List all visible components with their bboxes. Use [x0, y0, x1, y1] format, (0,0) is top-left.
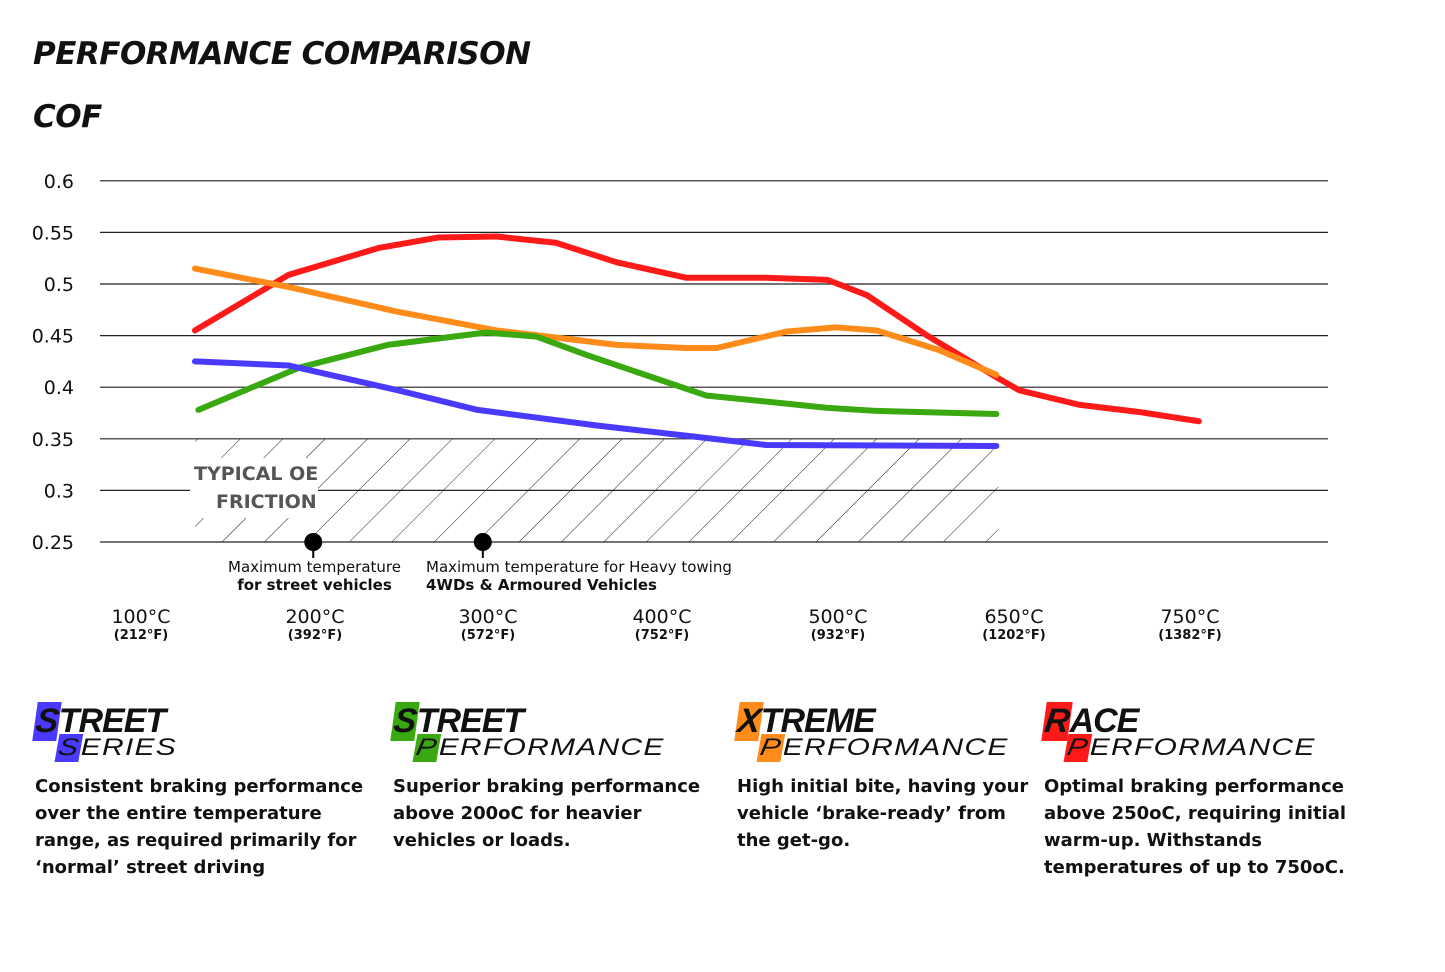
logo-sub-first-letter: P — [756, 734, 786, 762]
brand-logo: RACE PERFORMANCE — [1041, 700, 1374, 762]
x-tick-fahrenheit: (392°F) — [287, 628, 343, 643]
brand-description: Optimal braking performance above 250oC,… — [1044, 776, 1347, 878]
series-line-2 — [195, 329, 1000, 418]
page-title: PERFORMANCE COMPARISON — [33, 36, 531, 72]
oe-label-line1: TYPICAL OE — [194, 463, 318, 485]
brand-description: Superior braking performance above 200oC… — [393, 776, 701, 851]
x-tick-label: 300°C (572°F) — [428, 606, 548, 643]
x-tick-fahrenheit: (572°F) — [460, 628, 516, 643]
brand-3: RACE PERFORMANCE Optimal braking performan… — [1041, 700, 1374, 881]
x-tick-label: 650°C (1202°F) — [954, 606, 1074, 643]
brand-logo: XTREME PERFORMANCE — [734, 700, 1037, 762]
brand-1: STREET PERFORMANCE Superior braking perfor… — [390, 700, 723, 854]
logo-word: ACE — [1069, 702, 1140, 740]
logo-sub-word: ERIES — [80, 734, 178, 761]
x-tick-celsius: 300°C — [458, 606, 518, 628]
logo-sub-word: ERFORMANCE — [438, 734, 665, 761]
temperature-marker — [304, 533, 323, 551]
x-tick-fahrenheit: (932°F) — [810, 628, 866, 643]
x-tick-fahrenheit: (212°F) — [113, 628, 169, 643]
logo-word: TREME — [760, 702, 876, 740]
logo-word: TREET — [416, 702, 524, 740]
marker-note-line1: Maximum temperature for Heavy towing — [426, 558, 732, 576]
y-axis-title: COF — [33, 99, 102, 135]
logo-sub-first-letter: S — [54, 734, 84, 762]
x-tick-celsius: 500°C — [808, 606, 868, 628]
logo-sub-word: ERFORMANCE — [782, 734, 1009, 761]
brand-logo: STREET PERFORMANCE — [390, 700, 723, 762]
marker-note: Maximum temperature for street vehicles — [228, 558, 401, 594]
x-tick-celsius: 650°C — [984, 606, 1044, 628]
series-line-3 — [191, 358, 1000, 450]
y-tick-label: 0.25 — [32, 532, 74, 554]
oe-label-line2: FRICTION — [216, 491, 317, 513]
logo-sub-word: ERFORMANCE — [1089, 734, 1316, 761]
x-tick-celsius: 200°C — [285, 606, 345, 628]
brand-logo: STREET SERIES — [32, 700, 365, 762]
marker-note: Maximum temperature for Heavy towing 4WDs… — [426, 558, 732, 594]
logo-sub-first-letter: P — [1063, 734, 1093, 762]
brand-description: Consistent braking performance over the … — [35, 776, 364, 878]
series-line-1 — [191, 265, 1000, 378]
x-tick-celsius: 400°C — [632, 606, 692, 628]
y-tick-label: 0.35 — [32, 429, 74, 451]
y-tick-label: 0.4 — [44, 377, 74, 399]
x-tick-label: 750°C (1382°F) — [1130, 606, 1250, 643]
logo-word: TREET — [58, 702, 166, 740]
x-tick-fahrenheit: (752°F) — [634, 628, 690, 643]
brand-description: High initial bite, having your vehicle ‘… — [737, 776, 1029, 851]
logo-sub-first-letter: P — [412, 734, 442, 762]
x-tick-celsius: 100°C — [111, 606, 171, 628]
y-tick-label: 0.3 — [44, 480, 74, 502]
x-tick-label: 500°C (932°F) — [778, 606, 898, 643]
oe-friction-region — [195, 438, 999, 542]
series-line-0 — [191, 233, 1202, 425]
y-tick-label: 0.55 — [32, 222, 74, 244]
marker-note-line2: for street vehicles — [237, 576, 392, 594]
marker-note-line2: 4WDs & Armoured Vehicles — [426, 576, 657, 594]
temperature-marker — [473, 533, 492, 551]
x-tick-fahrenheit: (1202°F) — [982, 628, 1046, 643]
x-tick-fahrenheit: (1382°F) — [1158, 628, 1222, 643]
x-tick-label: 200°C (392°F) — [255, 606, 375, 643]
brand-0: STREET SERIES Consistent braking performan… — [32, 700, 365, 881]
oe-label-bg — [190, 458, 318, 518]
x-tick-label: 400°C (752°F) — [602, 606, 722, 643]
brand-2: XTREME PERFORMANCE High initial bite, havi… — [734, 700, 1037, 854]
y-tick-label: 0.5 — [44, 274, 74, 296]
y-tick-label: 0.6 — [44, 171, 74, 193]
y-tick-label: 0.45 — [32, 326, 74, 348]
marker-note-line1: Maximum temperature — [228, 558, 401, 576]
x-tick-celsius: 750°C — [1160, 606, 1220, 628]
x-tick-label: 100°C (212°F) — [81, 606, 201, 643]
